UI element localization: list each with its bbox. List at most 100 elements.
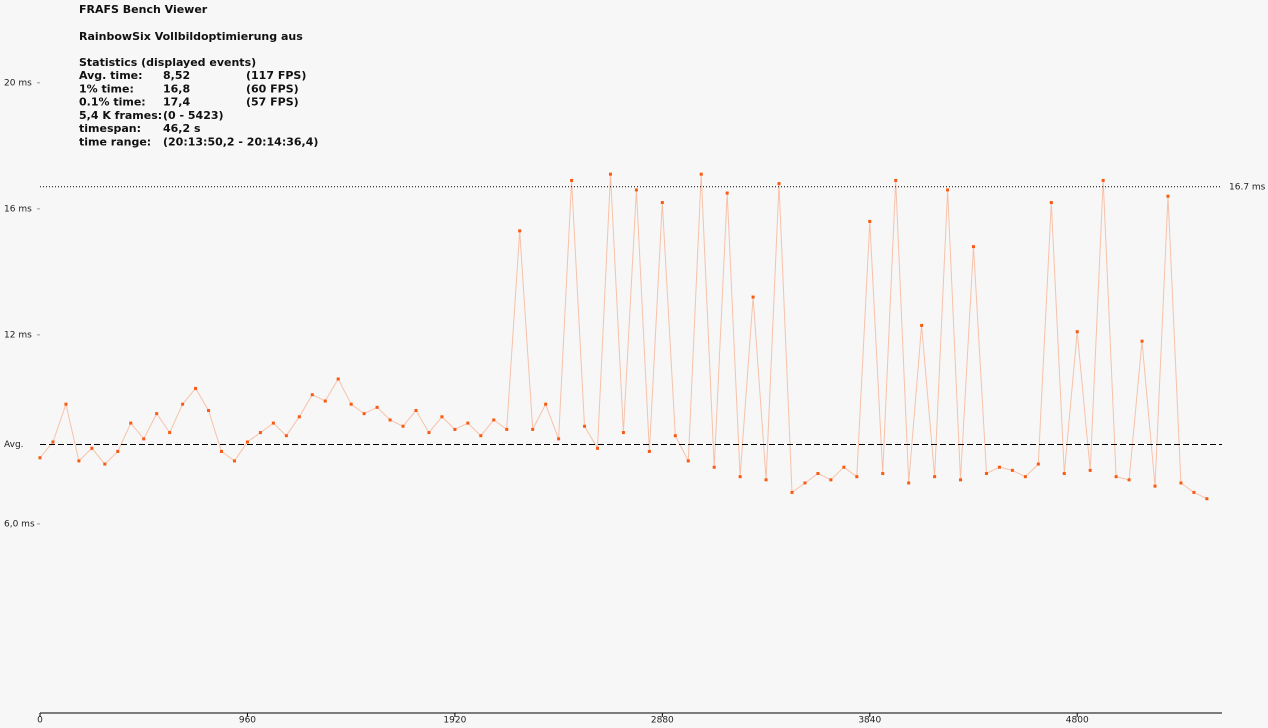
point — [77, 459, 81, 463]
point — [907, 481, 911, 485]
point — [1114, 475, 1118, 479]
point — [479, 434, 483, 438]
point — [129, 421, 133, 425]
point — [570, 178, 574, 182]
stat-cell: (117 FPS) — [246, 69, 306, 82]
point — [544, 402, 548, 406]
y-tick-label: 12 ms — [4, 330, 32, 340]
point — [51, 440, 55, 444]
point — [453, 427, 457, 431]
point — [168, 431, 172, 435]
point — [984, 472, 988, 476]
y-tick-label: 16 ms — [4, 204, 32, 214]
point — [997, 465, 1001, 469]
point — [155, 412, 159, 416]
point — [90, 446, 94, 450]
stat-cell: (57 FPS) — [246, 96, 299, 109]
point — [518, 229, 522, 233]
chart-subtitle: RainbowSix Vollbildoptimierung aus — [79, 30, 303, 43]
x-tick-label: 4800 — [1066, 716, 1089, 726]
point — [64, 402, 68, 406]
x-tick-label: 3840 — [858, 716, 881, 726]
reference-label: 16.7 ms — [1229, 182, 1266, 192]
reference-label: Avg. — [4, 440, 24, 450]
point — [725, 191, 729, 195]
chart-title: FRAFS Bench Viewer — [79, 3, 208, 16]
stat-cell: 16,8 — [163, 82, 190, 95]
point — [583, 424, 587, 428]
point — [712, 465, 716, 469]
point — [362, 412, 366, 416]
point — [181, 402, 185, 406]
point — [207, 408, 211, 412]
point — [1049, 201, 1053, 205]
point — [505, 427, 509, 431]
y-tick-label: 6,0 ms — [4, 519, 35, 529]
point — [466, 421, 470, 425]
point — [920, 323, 924, 327]
stat-cell: Avg. time: — [79, 69, 143, 82]
point — [116, 449, 120, 453]
stat-cell: 17,4 — [163, 96, 190, 109]
point — [557, 437, 561, 441]
point — [310, 393, 314, 397]
point — [686, 459, 690, 463]
point — [492, 418, 496, 422]
point — [764, 478, 768, 482]
point — [388, 418, 392, 422]
point — [608, 172, 612, 176]
point — [660, 201, 664, 205]
point — [829, 478, 833, 482]
point — [816, 472, 820, 476]
stat-cell: 5,4 K frames: — [79, 109, 162, 122]
point — [959, 478, 963, 482]
point — [142, 437, 146, 441]
point — [1179, 481, 1183, 485]
stat-cell: timespan: — [79, 122, 141, 135]
point — [881, 472, 885, 476]
stat-cell: 46,2 s — [163, 122, 201, 135]
point — [1101, 178, 1105, 182]
stat-cell: 1% time: — [79, 82, 134, 95]
point — [103, 462, 107, 466]
point — [401, 424, 405, 428]
point — [323, 399, 327, 403]
point — [971, 245, 975, 249]
point — [803, 481, 807, 485]
x-tick-label: 0 — [37, 716, 43, 726]
point — [621, 431, 625, 435]
stat-cell: (0 - 5423) — [163, 109, 224, 122]
point — [1166, 194, 1170, 198]
point — [258, 431, 262, 435]
point — [868, 219, 872, 223]
point — [375, 405, 379, 409]
point — [673, 434, 677, 438]
point — [894, 178, 898, 182]
point — [245, 440, 249, 444]
point — [194, 386, 198, 390]
point — [777, 182, 781, 186]
point — [1023, 475, 1027, 479]
point — [232, 459, 236, 463]
point — [933, 475, 937, 479]
x-tick-label: 960 — [239, 716, 256, 726]
point — [1205, 497, 1209, 501]
stat-cell: time range: — [79, 136, 151, 149]
point — [842, 465, 846, 469]
point — [1127, 478, 1131, 482]
point — [855, 475, 859, 479]
point — [1140, 339, 1144, 343]
point — [531, 427, 535, 431]
y-tick-label: 20 ms — [4, 78, 32, 88]
point — [946, 188, 950, 192]
point — [647, 449, 651, 453]
stat-cell: 0.1% time: — [79, 96, 146, 109]
point — [220, 449, 224, 453]
point — [38, 456, 42, 460]
point — [790, 490, 794, 494]
point — [414, 408, 418, 412]
series-line — [39, 174, 1208, 500]
point — [1062, 472, 1066, 476]
